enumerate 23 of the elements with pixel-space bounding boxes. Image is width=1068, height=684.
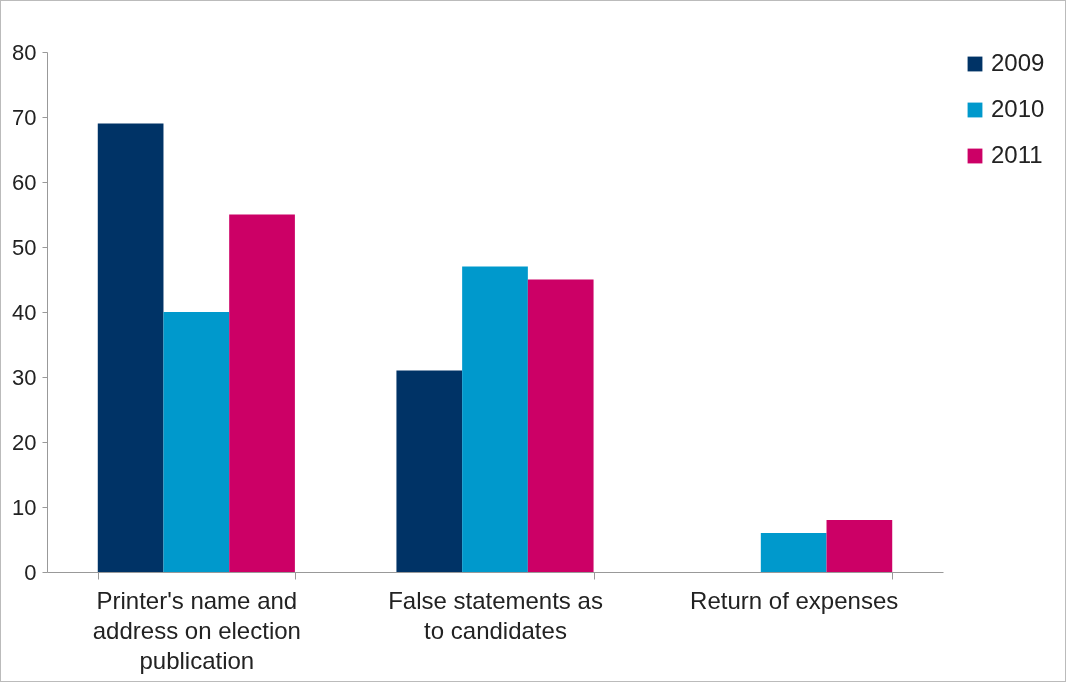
y-tick-label: 30	[12, 364, 37, 390]
y-tick-label: 40	[12, 299, 37, 325]
bar	[229, 214, 295, 572]
bar	[462, 266, 528, 572]
y-tick-label: 50	[12, 234, 37, 260]
legend-label: 2011	[991, 141, 1043, 168]
x-tick-label: Printer's name and address on election publication	[92, 586, 301, 674]
legend-label: 2009	[991, 49, 1045, 76]
legend-label: 2010	[991, 95, 1045, 122]
bar	[396, 370, 463, 572]
bar	[527, 279, 594, 572]
y-tick-label: 0	[24, 559, 37, 585]
x-tick-label: Return of expenses	[690, 586, 899, 614]
y-tick-label: 10	[12, 494, 37, 520]
y-tick-label: 70	[12, 104, 37, 130]
bar	[163, 312, 230, 572]
bar	[760, 533, 827, 572]
x-tick-label: False statements as to candidates	[388, 586, 603, 644]
bar	[97, 123, 164, 572]
y-tick-label: 80	[12, 39, 37, 65]
y-tick-label: 20	[12, 429, 37, 455]
y-tick-label: 60	[12, 169, 37, 195]
bar	[826, 520, 893, 572]
